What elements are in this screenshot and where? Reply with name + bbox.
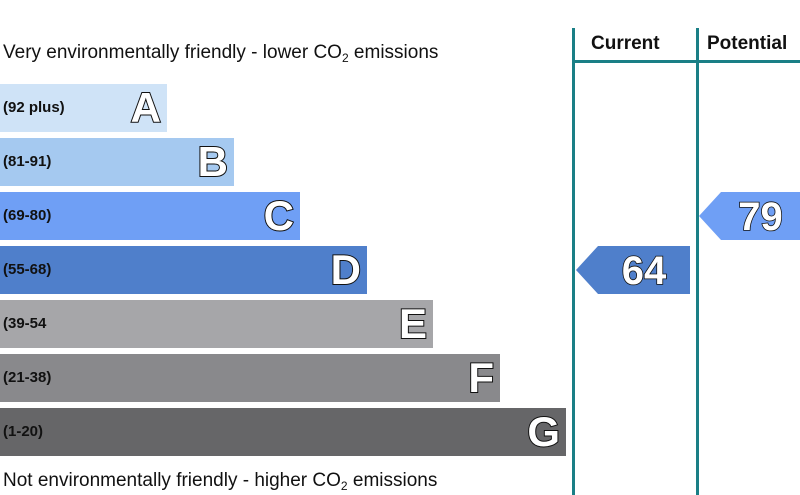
band-e: (39-54 E <box>0 299 433 348</box>
band-d: (55-68) D <box>0 245 367 294</box>
current-rating-value: 64 <box>622 249 667 293</box>
column-header-rule <box>572 60 800 63</box>
band-letter: A <box>130 83 162 132</box>
band-letter: E <box>398 299 428 348</box>
band-letter: F <box>467 353 495 402</box>
band-range-label: (55-68) <box>3 261 52 278</box>
band-b: (81-91) B <box>0 137 234 186</box>
top-caption: Very environmentally friendly - lower CO… <box>3 42 438 65</box>
band-f: (21-38) F <box>0 353 500 402</box>
bottom-caption: Not environmentally friendly - higher CO… <box>3 470 437 493</box>
bottom-caption-subscript: 2 <box>340 479 348 493</box>
band-range-label: (1-20) <box>3 423 44 440</box>
band-letter: B <box>197 137 229 186</box>
band-g: (1-20) G <box>0 407 566 456</box>
band-range-label: (81-91) <box>3 153 52 170</box>
band-letter: D <box>330 245 362 294</box>
band-range-label: (39-54 <box>3 315 47 332</box>
bottom-caption-prefix: Not environmentally friendly - higher CO <box>3 470 341 491</box>
band-c: (69-80) C <box>0 191 300 240</box>
band-range-label: (92 plus) <box>3 99 65 116</box>
potential-rating-marker: 79 <box>699 192 800 240</box>
band-range-label: (21-38) <box>3 369 52 386</box>
top-caption-suffix: emissions <box>348 42 439 63</box>
potential-column-divider <box>696 28 699 495</box>
top-caption-prefix: Very environmentally friendly - lower CO <box>3 42 342 63</box>
potential-column-header: Potential <box>707 33 788 54</box>
band-letter: G <box>526 407 561 456</box>
band-letter: C <box>263 191 295 240</box>
current-column-header: Current <box>591 33 660 54</box>
current-column-divider <box>572 28 575 495</box>
bottom-caption-suffix: emissions <box>347 470 438 491</box>
band-a: (92 plus) A <box>0 83 167 132</box>
current-marker-arrow <box>576 246 690 294</box>
current-rating-marker: 64 <box>576 246 690 294</box>
top-caption-subscript: 2 <box>341 51 349 65</box>
potential-marker-arrow <box>699 192 800 240</box>
potential-rating-value: 79 <box>738 195 783 239</box>
band-range-label: (69-80) <box>3 207 52 224</box>
